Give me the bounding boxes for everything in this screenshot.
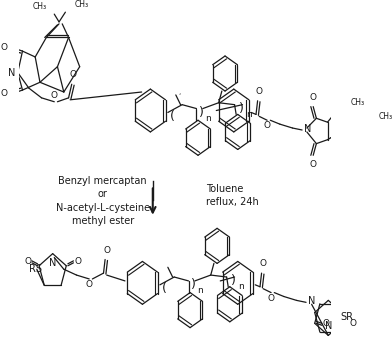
Text: O: O — [310, 93, 317, 102]
Text: O: O — [0, 89, 7, 99]
Text: O: O — [24, 257, 31, 266]
Text: CH₃: CH₃ — [32, 2, 46, 11]
Text: N: N — [8, 68, 15, 77]
Text: O: O — [350, 319, 357, 328]
Text: O: O — [51, 91, 58, 100]
Text: O: O — [310, 160, 317, 169]
Text: N: N — [305, 124, 312, 134]
Text: (: ( — [162, 282, 167, 295]
Text: O: O — [74, 257, 81, 266]
Text: RS: RS — [29, 264, 42, 274]
Text: CH₃: CH₃ — [75, 0, 89, 9]
Text: SR: SR — [340, 312, 353, 322]
Text: N: N — [49, 257, 56, 268]
Text: n: n — [197, 286, 203, 295]
Text: ): ) — [199, 106, 204, 119]
Text: (: ( — [170, 110, 175, 123]
Text: O: O — [323, 319, 330, 328]
Text: CH₃: CH₃ — [378, 112, 392, 121]
Text: CH₃: CH₃ — [350, 98, 365, 107]
Text: n: n — [238, 282, 244, 291]
Text: O: O — [0, 43, 7, 52]
Text: Toluene
reflux, 24h: Toluene reflux, 24h — [206, 183, 259, 207]
Text: ): ) — [230, 275, 236, 287]
Text: O: O — [264, 121, 270, 130]
Text: n: n — [205, 114, 211, 123]
Text: n: n — [246, 110, 252, 119]
Text: ): ) — [238, 102, 243, 115]
Text: O: O — [70, 70, 77, 79]
Text: ): ) — [191, 278, 196, 291]
Text: O: O — [268, 294, 275, 302]
Text: Benzyl mercaptan
or
N-acetyl-L-cysteine
methyl ester: Benzyl mercaptan or N-acetyl-L-cysteine … — [56, 176, 150, 226]
Text: O: O — [103, 246, 110, 255]
Text: O: O — [256, 87, 263, 96]
Text: ʼ: ʼ — [178, 94, 180, 100]
Text: O: O — [260, 259, 267, 268]
Text: N: N — [325, 321, 332, 330]
Text: O: O — [86, 280, 93, 289]
Text: N: N — [309, 296, 316, 306]
